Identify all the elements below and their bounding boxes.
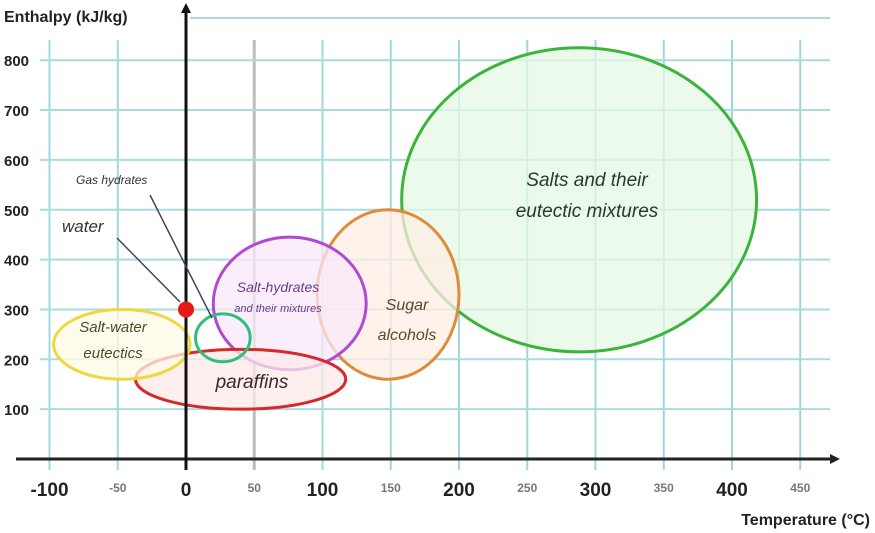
region-label: and their mixtures [234, 303, 322, 315]
x-axis-title: Temperature (°C) [741, 512, 870, 529]
region-label: eutectic mixtures [516, 201, 659, 222]
region-salts-and-their-eutectic-mixtures [400, 46, 759, 354]
y-tick-label: 500 [4, 203, 29, 220]
x-tick-label: 450 [790, 481, 810, 495]
x-tick-label: 200 [443, 480, 475, 501]
gas-hydrates-label: Gas hydrates [76, 173, 147, 187]
x-tick-label: 50 [248, 481, 262, 495]
region-gas-hydrates [194, 312, 252, 364]
y-tick-label: 100 [4, 402, 29, 419]
region-label: Salts and their [526, 170, 648, 191]
water-label: water [62, 217, 105, 236]
regions [52, 46, 759, 411]
gas-hydrates-leader-line [149, 194, 213, 319]
y-tick-label: 800 [4, 53, 29, 70]
region-labels: water Gas hydrates Salts and their eutectic… [62, 170, 659, 393]
x-tick-label: 250 [517, 481, 537, 495]
x-tick-label: 100 [307, 480, 339, 501]
region-label: Salt-water [79, 319, 148, 336]
y-tick-label: 400 [4, 253, 29, 270]
x-tick-label: 150 [381, 481, 401, 495]
y-axis-arrow-icon [181, 3, 191, 13]
y-tick-label: 300 [4, 302, 29, 319]
x-tick-label: 0 [181, 480, 192, 501]
axes [16, 3, 840, 470]
x-tick-label: -50 [109, 481, 127, 495]
region-label: paraffins [215, 372, 289, 393]
x-tick-label: 300 [580, 480, 612, 501]
x-axis-arrow-icon [830, 454, 840, 464]
y-tick-label: 200 [4, 352, 29, 369]
region-label: alcohols [378, 327, 437, 344]
x-tick-label: 400 [716, 480, 748, 501]
x-tick-label: 350 [654, 481, 674, 495]
y-axis-title: Enthalpy (kJ/kg) [4, 9, 128, 26]
water-leader-line [116, 237, 181, 303]
y-tick-label: 600 [4, 153, 29, 170]
region-label: Sugar [386, 297, 429, 314]
x-tick-label: -100 [30, 480, 68, 501]
ticks: -100 -50 0 50 100 150 200 250 300 350 400 450 100 200… [4, 53, 811, 501]
y-tick-label: 700 [4, 103, 29, 120]
region-label: eutectics [83, 345, 143, 362]
region-label: Salt-hydrates [237, 279, 319, 295]
water-point [178, 301, 194, 318]
region-salt-water-eutectics [52, 307, 192, 381]
